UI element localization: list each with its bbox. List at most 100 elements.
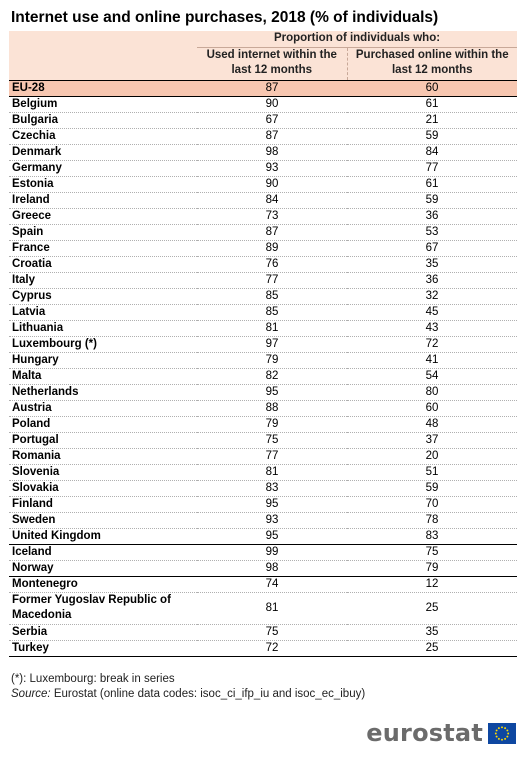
row-country: Lithuania	[9, 320, 197, 337]
table-title: Internet use and online purchases, 2018 …	[11, 9, 439, 26]
flag-star	[507, 732, 510, 734]
table-row: Luxembourg (*) 97 72	[9, 336, 518, 353]
flag-star	[495, 735, 498, 738]
row-internet-value: 81	[197, 592, 347, 625]
row-country: Former Yugoslav Republic of Macedonia	[9, 592, 197, 625]
table-row: Former Yugoslav Republic of Macedonia 81 2…	[9, 592, 518, 625]
table-row: Greece 73 36	[9, 208, 518, 225]
row-internet-value: 77	[197, 272, 347, 289]
table-row: Belgium 90 61	[9, 96, 518, 113]
row-country: Slovenia	[9, 464, 197, 481]
row-internet-value: 90	[197, 96, 347, 113]
row-internet-value: 77	[197, 448, 347, 465]
table-row: France 89 67	[9, 240, 518, 257]
row-purchased-value: 67	[347, 240, 518, 257]
row-country: Luxembourg (*)	[9, 336, 197, 353]
header-blank-2	[9, 47, 197, 80]
source-note: Source: Eurostat (online data codes: iso…	[11, 688, 365, 700]
row-internet-value: 79	[197, 352, 347, 369]
row-country: Spain	[9, 224, 197, 241]
flag-star	[494, 732, 497, 734]
row-internet-value: 76	[197, 256, 347, 273]
table-row: Poland 79 48	[9, 416, 518, 433]
table-row: Netherlands 95 80	[9, 384, 518, 401]
row-purchased-value: 35	[347, 256, 518, 273]
table-row: Sweden 93 78	[9, 512, 518, 529]
row-internet-value: 75	[197, 432, 347, 449]
table-row: Turkey 72 25	[9, 640, 518, 657]
table-row: Finland 95 70	[9, 496, 518, 513]
row-country: Czechia	[9, 128, 197, 145]
header-purchased-line2: last 12 months	[391, 63, 473, 76]
table-row: Montenegro 74 12	[9, 576, 518, 593]
row-country: Latvia	[9, 304, 197, 321]
flag-star	[501, 725, 503, 728]
table-row: Iceland 99 75	[9, 544, 518, 561]
eurostat-logo: eurostat	[366, 721, 516, 745]
table-row: Hungary 79 41	[9, 352, 518, 369]
table-row: Cyprus 85 32	[9, 288, 518, 305]
row-internet-value: 89	[197, 240, 347, 257]
row-country: Sweden	[9, 512, 197, 529]
footnote: (*): Luxembourg: break in series	[11, 673, 175, 685]
row-country: Ireland	[9, 192, 197, 209]
row-country: Serbia	[9, 624, 197, 641]
row-country: Norway	[9, 560, 197, 577]
row-purchased-value: 21	[347, 112, 518, 129]
row-purchased-value: 83	[347, 528, 518, 545]
row-purchased-value: 54	[347, 368, 518, 385]
row-country: Turkey	[9, 640, 197, 657]
row-internet-value: 75	[197, 624, 347, 641]
row-purchased-value: 41	[347, 352, 518, 369]
table-row: Denmark 98 84	[9, 144, 518, 161]
row-purchased-value: 32	[347, 288, 518, 305]
row-country: Bulgaria	[9, 112, 197, 129]
row-purchased-value: 72	[347, 336, 518, 353]
flag-star	[504, 737, 507, 740]
table-row: Spain 87 53	[9, 224, 518, 241]
flag-star	[506, 735, 509, 738]
row-internet-value: 98	[197, 560, 347, 577]
flag-star	[504, 726, 507, 729]
row-internet-value: 73	[197, 208, 347, 225]
row-country: Romania	[9, 448, 197, 465]
row-purchased-value: 37	[347, 432, 518, 449]
header-purchased-line1: Purchased online within the	[355, 48, 509, 61]
row-internet-value: 98	[197, 144, 347, 161]
row-purchased-value: 77	[347, 160, 518, 177]
row-country: EU-28	[9, 79, 197, 97]
row-internet-value: 82	[197, 368, 347, 385]
row-internet-value: 84	[197, 192, 347, 209]
row-purchased-value: 20	[347, 448, 518, 465]
table-row: Ireland 84 59	[9, 192, 518, 209]
row-purchased-value: 59	[347, 480, 518, 497]
row-internet-value: 93	[197, 512, 347, 529]
row-purchased-value: 48	[347, 416, 518, 433]
eu-flag-icon	[488, 722, 516, 744]
table-row: Czechia 87 59	[9, 128, 518, 145]
row-purchased-value: 36	[347, 272, 518, 289]
table-row: Austria 88 60	[9, 400, 518, 417]
row-internet-value: 85	[197, 304, 347, 321]
row-purchased-value: 75	[347, 544, 518, 561]
row-purchased-value: 60	[347, 79, 518, 97]
header-internet-line1: Used internet within the	[206, 48, 337, 61]
row-country: Slovakia	[9, 480, 197, 497]
row-country: Cyprus	[9, 288, 197, 305]
row-country: Portugal	[9, 432, 197, 449]
row-purchased-value: 51	[347, 464, 518, 481]
table-row: Estonia 90 61	[9, 176, 518, 193]
row-internet-value: 81	[197, 464, 347, 481]
table-row: Bulgaria 67 21	[9, 112, 518, 129]
source-label: Source:	[11, 688, 51, 700]
row-country: France	[9, 240, 197, 257]
row-purchased-value: 12	[347, 576, 518, 593]
row-internet-value: 83	[197, 480, 347, 497]
row-purchased-value: 53	[347, 224, 518, 241]
row-country: Germany	[9, 160, 197, 177]
row-internet-value: 97	[197, 336, 347, 353]
table-row: United Kingdom 95 83	[9, 528, 518, 545]
flag-star	[497, 737, 500, 740]
table-row: Croatia 76 35	[9, 256, 518, 273]
row-internet-value: 88	[197, 400, 347, 417]
